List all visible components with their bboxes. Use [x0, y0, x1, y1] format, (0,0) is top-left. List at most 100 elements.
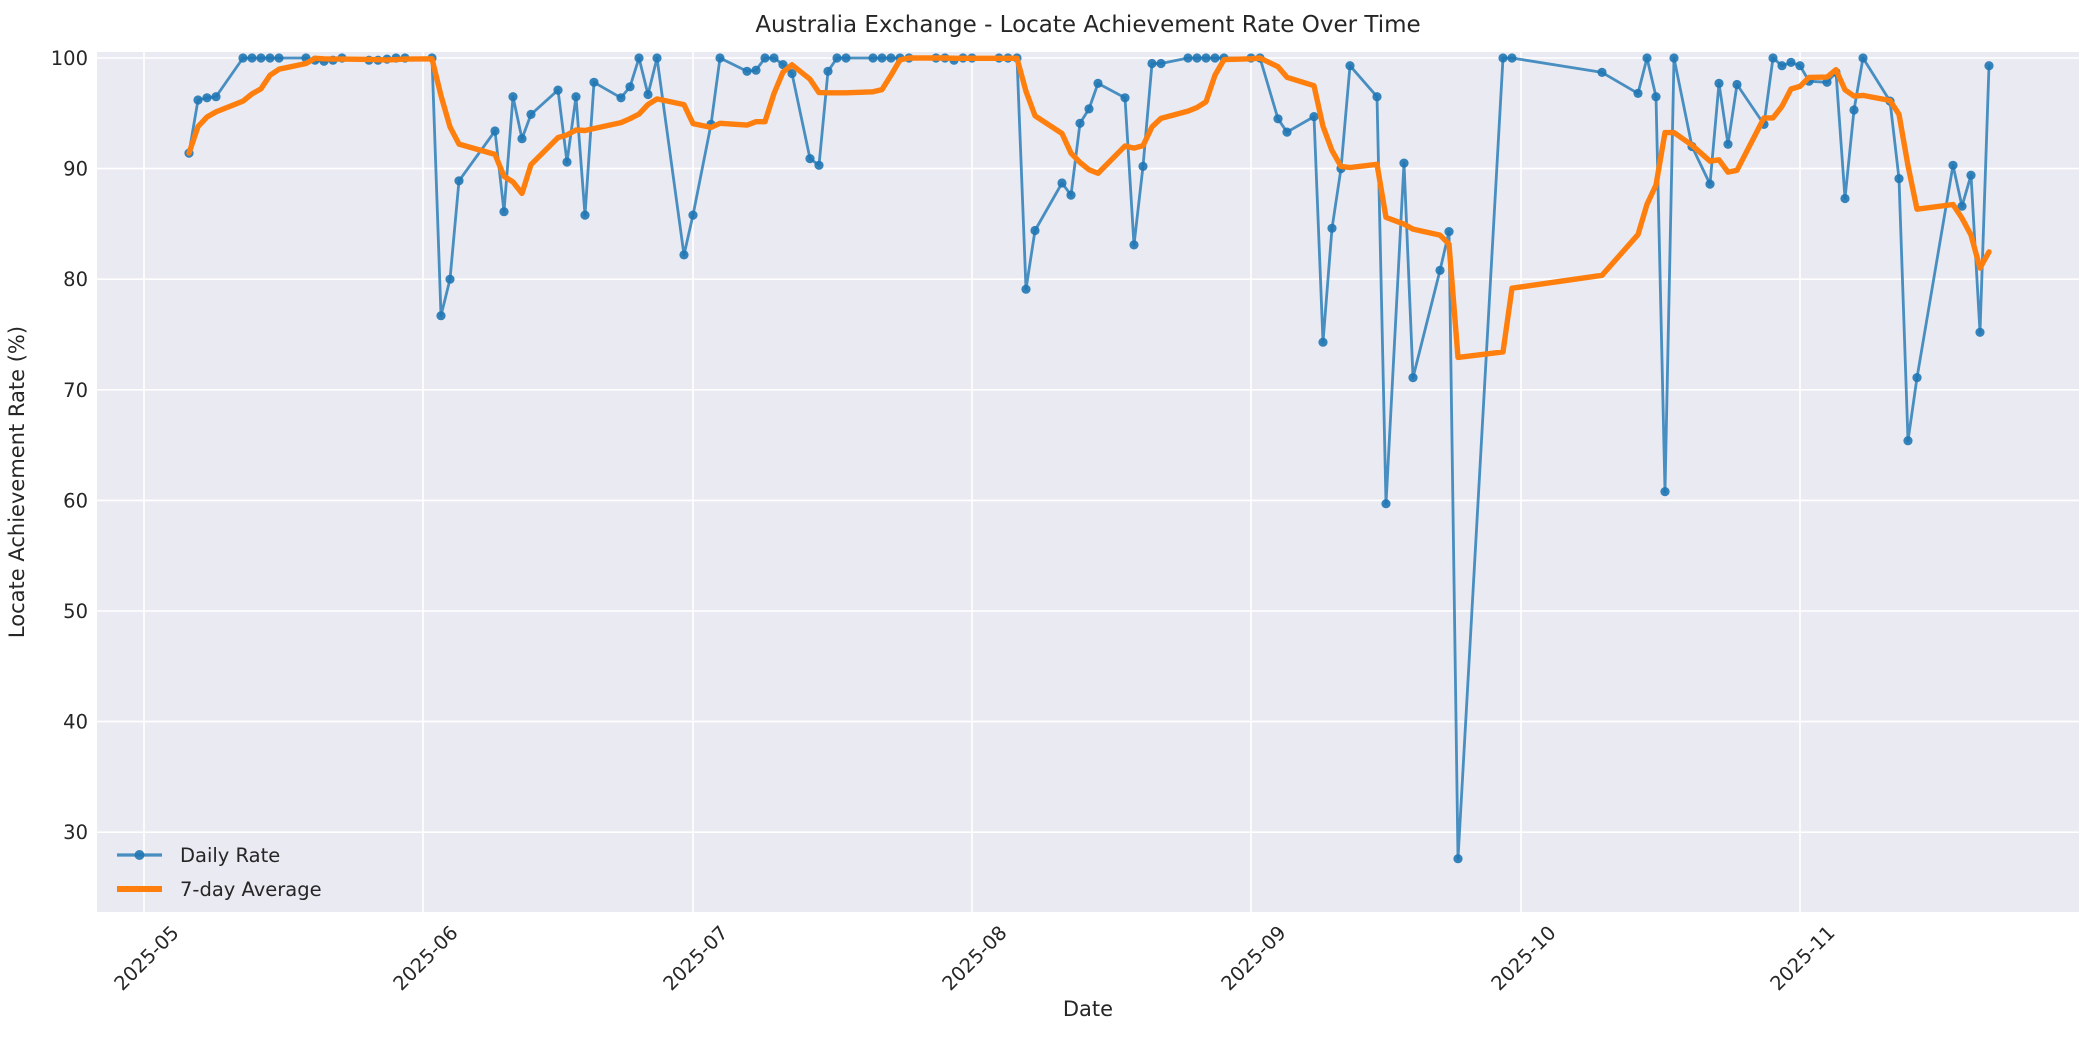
daily-rate-marker: [526, 109, 536, 119]
y-tick-label: 40: [63, 711, 88, 734]
daily-rate-marker: [1399, 158, 1409, 168]
daily-rate-marker: [1732, 79, 1742, 90]
daily-rate-marker: [643, 89, 653, 100]
daily-rate-marker: [1705, 179, 1715, 189]
daily-rate-marker: [1957, 201, 1967, 211]
daily-rate-marker: [1948, 160, 1958, 170]
daily-rate-marker: [715, 53, 725, 63]
daily-rate-marker: [1966, 170, 1976, 180]
daily-rate-marker: [841, 53, 851, 63]
daily-rate-marker: [580, 210, 590, 220]
daily-rate-marker: [247, 53, 257, 63]
y-tick-label: 60: [63, 489, 88, 512]
chart-title: Australia Exchange - Locate Achievement …: [755, 12, 1420, 38]
daily-rate-marker: [679, 250, 689, 260]
daily-rate-marker: [1714, 78, 1724, 88]
y-tick-label: 100: [51, 47, 88, 70]
daily-rate-marker: [823, 66, 833, 76]
daily-rate-marker: [1129, 240, 1139, 250]
daily-rate-marker: [688, 210, 698, 220]
daily-rate-marker: [1903, 436, 1913, 446]
daily-rate-marker: [1507, 53, 1517, 63]
daily-rate-marker: [1084, 104, 1094, 114]
daily-rate-marker: [616, 93, 626, 103]
daily-rate-marker: [886, 53, 896, 63]
daily-rate-marker: [1840, 193, 1850, 204]
daily-rate-marker: [1318, 337, 1328, 347]
daily-rate-marker: [1894, 174, 1904, 184]
daily-rate-marker: [202, 93, 212, 103]
daily-rate-line: [187, 56, 1991, 861]
daily-rate-marker: [1975, 327, 1985, 337]
daily-rate-marker: [1345, 61, 1355, 71]
daily-rate-marker: [256, 53, 266, 63]
daily-rate-marker: [760, 53, 770, 63]
daily-rate-marker: [193, 95, 203, 105]
daily-rate-marker: [1075, 118, 1085, 128]
plot-area: [97, 52, 2079, 912]
daily-rate-marker: [436, 311, 446, 321]
daily-rate-marker: [1381, 499, 1391, 509]
y-tick-label: 50: [63, 600, 88, 623]
daily-rate-marker: [1327, 223, 1337, 233]
daily-rate-marker: [1777, 61, 1787, 71]
daily-rate-marker: [1768, 53, 1778, 63]
daily-rate-marker: [490, 126, 500, 136]
daily-rate-marker: [238, 53, 248, 63]
daily-rate-marker: [832, 53, 842, 63]
daily-rate-marker: [499, 207, 509, 217]
y-axis-label: Locate Achievement Rate (%): [5, 326, 29, 638]
daily-rate-marker: [1858, 53, 1868, 63]
daily-rate-marker: [1372, 92, 1382, 102]
seven-day-average-line: [186, 55, 1992, 361]
daily-rate-marker: [1435, 265, 1445, 275]
daily-rate-marker: [274, 53, 284, 63]
daily-rate-marker: [1156, 58, 1166, 69]
daily-rate-marker: [877, 53, 887, 63]
daily-rate-marker: [1651, 92, 1661, 102]
daily-rate-marker: [1444, 227, 1454, 237]
daily-rate-marker: [1408, 373, 1418, 383]
daily-rate-marker: [1273, 114, 1283, 124]
daily-rate-marker: [508, 92, 518, 102]
daily-rate-marker: [517, 134, 527, 144]
daily-rate-marker: [1138, 161, 1148, 171]
daily-rate-marker: [1021, 284, 1031, 294]
daily-rate-marker: [211, 92, 221, 102]
daily-rate-marker: [1066, 190, 1076, 200]
legend-daily-rate-label: Daily Rate: [180, 844, 280, 867]
daily-rate-marker: [1192, 53, 1202, 63]
daily-rate-marker: [1147, 58, 1157, 69]
daily-rate-marker: [652, 53, 662, 63]
legend-7day-average-label: 7-day Average: [180, 878, 322, 901]
daily-rate-marker: [1984, 61, 1994, 71]
daily-rate-marker: [1093, 78, 1103, 88]
daily-rate-marker: [1795, 61, 1805, 71]
daily-rate-marker: [1912, 373, 1922, 383]
daily-rate-marker: [1282, 127, 1292, 137]
daily-rate-marker: [787, 68, 797, 79]
y-tick-label: 80: [63, 268, 88, 291]
daily-rate-marker: [1849, 105, 1859, 115]
daily-rate-marker: [742, 66, 752, 76]
daily-rate-marker: [769, 53, 779, 63]
daily-rate-marker: [1183, 53, 1193, 63]
daily-rate-marker: [1453, 854, 1463, 864]
daily-rate-marker: [553, 85, 563, 95]
daily-rate-marker: [1210, 53, 1220, 63]
legend: Daily Rate 7-day Average: [117, 844, 322, 901]
daily-rate-marker: [868, 53, 878, 63]
daily-rate-marker: [1822, 77, 1832, 87]
legend-daily-rate-marker-icon: [134, 850, 145, 860]
daily-rate-marker: [1498, 53, 1508, 63]
daily-rate-marker: [265, 53, 275, 63]
series-layer: [184, 53, 1994, 864]
daily-rate-marker: [1030, 225, 1040, 236]
x-axis-label: Date: [1063, 997, 1113, 1021]
daily-rate-marker: [562, 157, 572, 167]
daily-rate-marker: [751, 65, 761, 75]
daily-rate-marker: [1057, 178, 1067, 188]
daily-rate-marker: [571, 92, 581, 102]
